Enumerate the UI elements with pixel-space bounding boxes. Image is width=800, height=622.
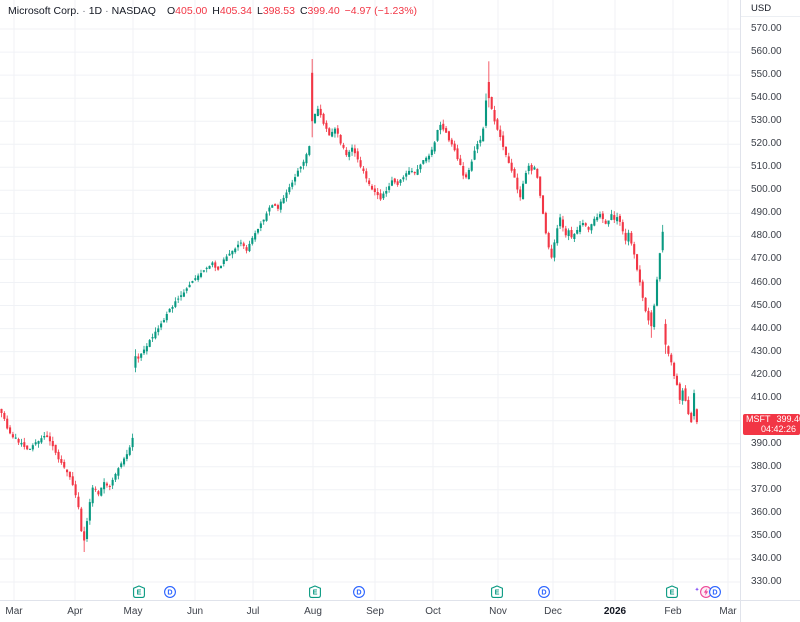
high-value: 405.34 (219, 5, 252, 17)
time-tick: Aug (304, 606, 322, 617)
low-value: 398.53 (262, 5, 295, 17)
high-label: H (212, 5, 220, 17)
price-flag-symbol: MSFT (746, 414, 771, 425)
open-label: O (166, 5, 176, 17)
candlestick-chart[interactable] (0, 0, 740, 600)
price-tick: 420.00 (751, 368, 782, 380)
time-tick: Oct (425, 606, 441, 617)
svg-text:E: E (670, 588, 675, 597)
time-tick: Feb (664, 606, 682, 617)
price-tick: 520.00 (751, 138, 782, 150)
event-badges-row: E D E D E D E ✦ D (0, 585, 740, 600)
open-value: 405.00 (175, 5, 208, 17)
time-tick: Jun (186, 606, 204, 617)
svg-text:E: E (313, 588, 318, 597)
current-price-label[interactable]: MSFT 399.40 04:42:26 (743, 414, 800, 436)
price-tick: 530.00 (751, 115, 782, 127)
time-tick: Sep (366, 606, 384, 617)
price-tick: 490.00 (751, 207, 782, 219)
svg-text:D: D (167, 588, 172, 597)
axis-corner-divider (740, 600, 741, 622)
price-tick: 470.00 (751, 253, 782, 265)
price-tick: 430.00 (751, 345, 782, 357)
svg-text:✦: ✦ (694, 587, 699, 594)
currency-label[interactable]: USD (741, 0, 800, 17)
symbol-name[interactable]: Microsoft Corp. (8, 5, 80, 17)
price-tick: 390.00 (751, 437, 782, 449)
price-tick: 550.00 (751, 69, 782, 81)
interval-label[interactable]: 1D (88, 5, 103, 17)
price-tick: 460.00 (751, 276, 782, 288)
legend-separator: · (82, 5, 86, 17)
close-label: C (299, 5, 308, 17)
time-tick: Mar (719, 606, 737, 617)
price-tick: 370.00 (751, 483, 782, 495)
price-tick: 510.00 (751, 161, 782, 173)
change-value: −4.97 (−1.23%) (344, 5, 418, 17)
price-tick: 380.00 (751, 460, 782, 472)
price-tick: 480.00 (751, 230, 782, 242)
svg-text:D: D (712, 588, 717, 597)
svg-text:D: D (541, 588, 546, 597)
time-tick: Dec (544, 606, 562, 617)
time-tick: 2026 (603, 606, 627, 617)
price-tick: 560.00 (751, 46, 782, 58)
exchange-label[interactable]: NASDAQ (111, 5, 156, 17)
time-tick: Apr (67, 606, 83, 617)
price-tick: 540.00 (751, 92, 782, 104)
time-tick: Nov (489, 606, 507, 617)
price-tick: 330.00 (751, 576, 782, 587)
price-flag-countdown: 04:42:26 (760, 423, 796, 434)
price-scale[interactable]: USD MSFT 399.40 04:42:26 570.00 560.00 550… (740, 0, 800, 600)
price-tick: 450.00 (751, 299, 782, 311)
time-scale[interactable]: Mar Apr May Jun Jul Aug Sep Oct Nov Dec 2026 Feb Mar (0, 600, 800, 622)
price-tick: 500.00 (751, 184, 782, 196)
svg-text:E: E (137, 588, 142, 597)
symbol-legend[interactable]: Microsoft Corp. · 1D · NASDAQ O405.00 H405.34 L… (8, 5, 417, 17)
time-tick: Jul (246, 606, 260, 617)
price-tick: 570.00 (751, 23, 782, 34)
price-tick: 410.00 (751, 391, 782, 403)
legend-separator2: · (105, 5, 109, 17)
low-label: L (256, 5, 263, 17)
svg-text:D: D (356, 588, 361, 597)
close-value: 399.40 (307, 5, 340, 17)
price-tick: 340.00 (751, 553, 782, 564)
svg-text:E: E (495, 588, 500, 597)
price-tick: 440.00 (751, 322, 782, 334)
chart-pane[interactable]: E D E D E D E ✦ D (0, 0, 740, 600)
ohlc-values: O405.00 H405.34 L398.53 C399.40 −4.97 (−1.23… (162, 5, 417, 17)
price-flag-value: 399.40 (776, 414, 800, 425)
time-tick: May (123, 606, 143, 617)
price-tick: 360.00 (751, 506, 782, 518)
time-tick: Mar (5, 606, 23, 617)
price-tick: 350.00 (751, 529, 782, 541)
